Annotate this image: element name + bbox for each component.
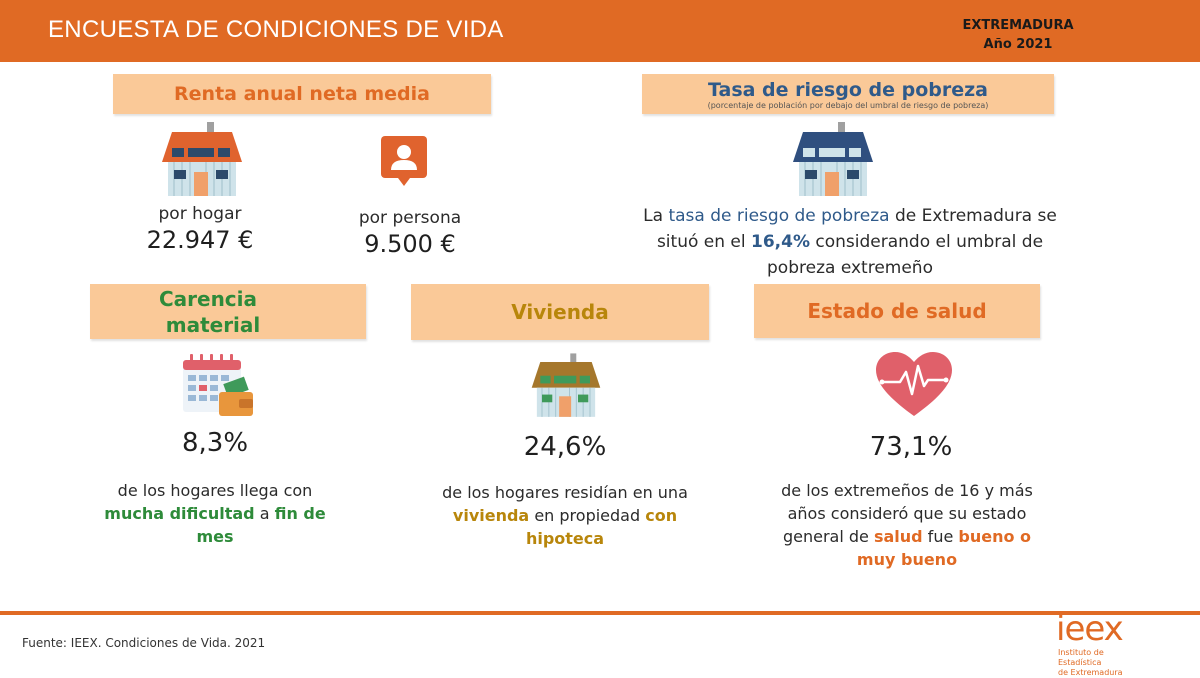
housing-bold-2: con [645,506,678,525]
housing-description: de los hogares residían en una vivienda … [400,481,730,550]
health-text-3: general de [782,527,874,546]
health-bold-2: bueno o [958,527,1032,546]
health-text-1: de los extremeños de 16 y más [781,481,1033,500]
per-household-label: por hogar [158,204,242,224]
poverty-label: Tasa de riesgo de pobreza [707,78,989,101]
per-household-block: por hogar 22.947 € [120,204,280,254]
health-bold-3: muy bueno [856,550,958,569]
material-bold-3: mes [196,527,234,546]
material-description: de los hogares llega con mucha dificulta… [80,479,350,548]
ieex-logo: ieex Instituto de Estadística de Extrema… [1052,609,1147,677]
poverty-text-5: pobreza extremeño [767,258,933,278]
per-person-block: por persona 9.500 € [330,208,490,258]
housing-text-1: de los hogares residían en una [442,483,688,502]
poverty-text-2: de Extremadura se [889,206,1057,226]
health-value: 73,1% [869,432,953,462]
health-text-2: años consideró que su estado [787,504,1027,523]
housing-value: 24,6% [523,432,607,462]
per-person-label: por persona [358,208,462,228]
material-label-box: Carencia material [90,284,366,339]
logo-sub-2: de Extremadura [1058,668,1123,677]
material-bold-2: fin de [274,504,326,523]
poverty-highlight: tasa de riesgo de pobreza [668,206,890,226]
health-label-box: Estado de salud [754,284,1040,338]
poverty-label-box: Tasa de riesgo de pobreza (porcentaje de… [642,74,1054,114]
health-label: Estado de salud [807,299,987,323]
material-bold-1: mucha dificultad [104,504,255,523]
housing-label: Vivienda [511,300,609,324]
housing-text-2: en propiedad [529,506,646,525]
material-text-1: de los hogares llega con [117,481,313,500]
material-label-line1: Carencia [158,286,258,311]
poverty-sublabel: (porcentaje de población por debajo del … [707,100,989,110]
housing-label-box: Vivienda [411,284,709,340]
poverty-description: La tasa de riesgo de pobreza de Extremad… [620,203,1080,281]
logo-sub-1: Instituto de Estadística [1058,648,1104,667]
house-orange-roof-icon [162,122,242,196]
material-label-line2: material [165,312,261,337]
person-badge-icon [381,136,427,186]
logo-subtitle: Instituto de Estadística de Extremadura [1058,648,1148,678]
poverty-text-3: situó en el [656,232,752,252]
header-region-year: EXTREMADURA Año 2021 [948,16,1088,54]
header-bar: ENCUESTA DE CONDICIONES DE VIDA EXTREMAD… [0,0,1200,62]
year-label: Año 2021 [983,37,1053,52]
poverty-text-1: La [643,206,669,226]
income-label: Renta anual neta media [174,83,430,105]
house-brown-roof-icon [531,353,601,417]
material-text-2: a [254,504,275,523]
heart-pulse-icon [876,352,952,416]
housing-bold-3: hipoteca [525,529,605,548]
material-value: 8,3% [181,428,249,458]
calendar-wallet-icon [183,354,253,416]
health-bold-1: salud [873,527,923,546]
region-label: EXTREMADURA [962,18,1074,33]
page-title: ENCUESTA DE CONDICIONES DE VIDA [48,16,504,43]
house-blue-roof-icon [793,122,873,196]
per-person-value: 9.500 € [364,230,456,258]
poverty-value: 16,4% [751,232,810,252]
income-label-box: Renta anual neta media [113,74,491,114]
housing-bold-1: vivienda [452,506,530,525]
poverty-text-4: considerando el umbral de [810,232,1044,252]
per-household-value: 22.947 € [146,226,254,254]
source-note: Fuente: IEEX. Condiciones de Vida. 2021 [22,636,266,650]
health-text-4: fue [922,527,959,546]
health-description: de los extremeños de 16 y más años consi… [762,479,1052,571]
logo-word: ieex [1056,609,1124,649]
footer-divider [0,611,1200,615]
